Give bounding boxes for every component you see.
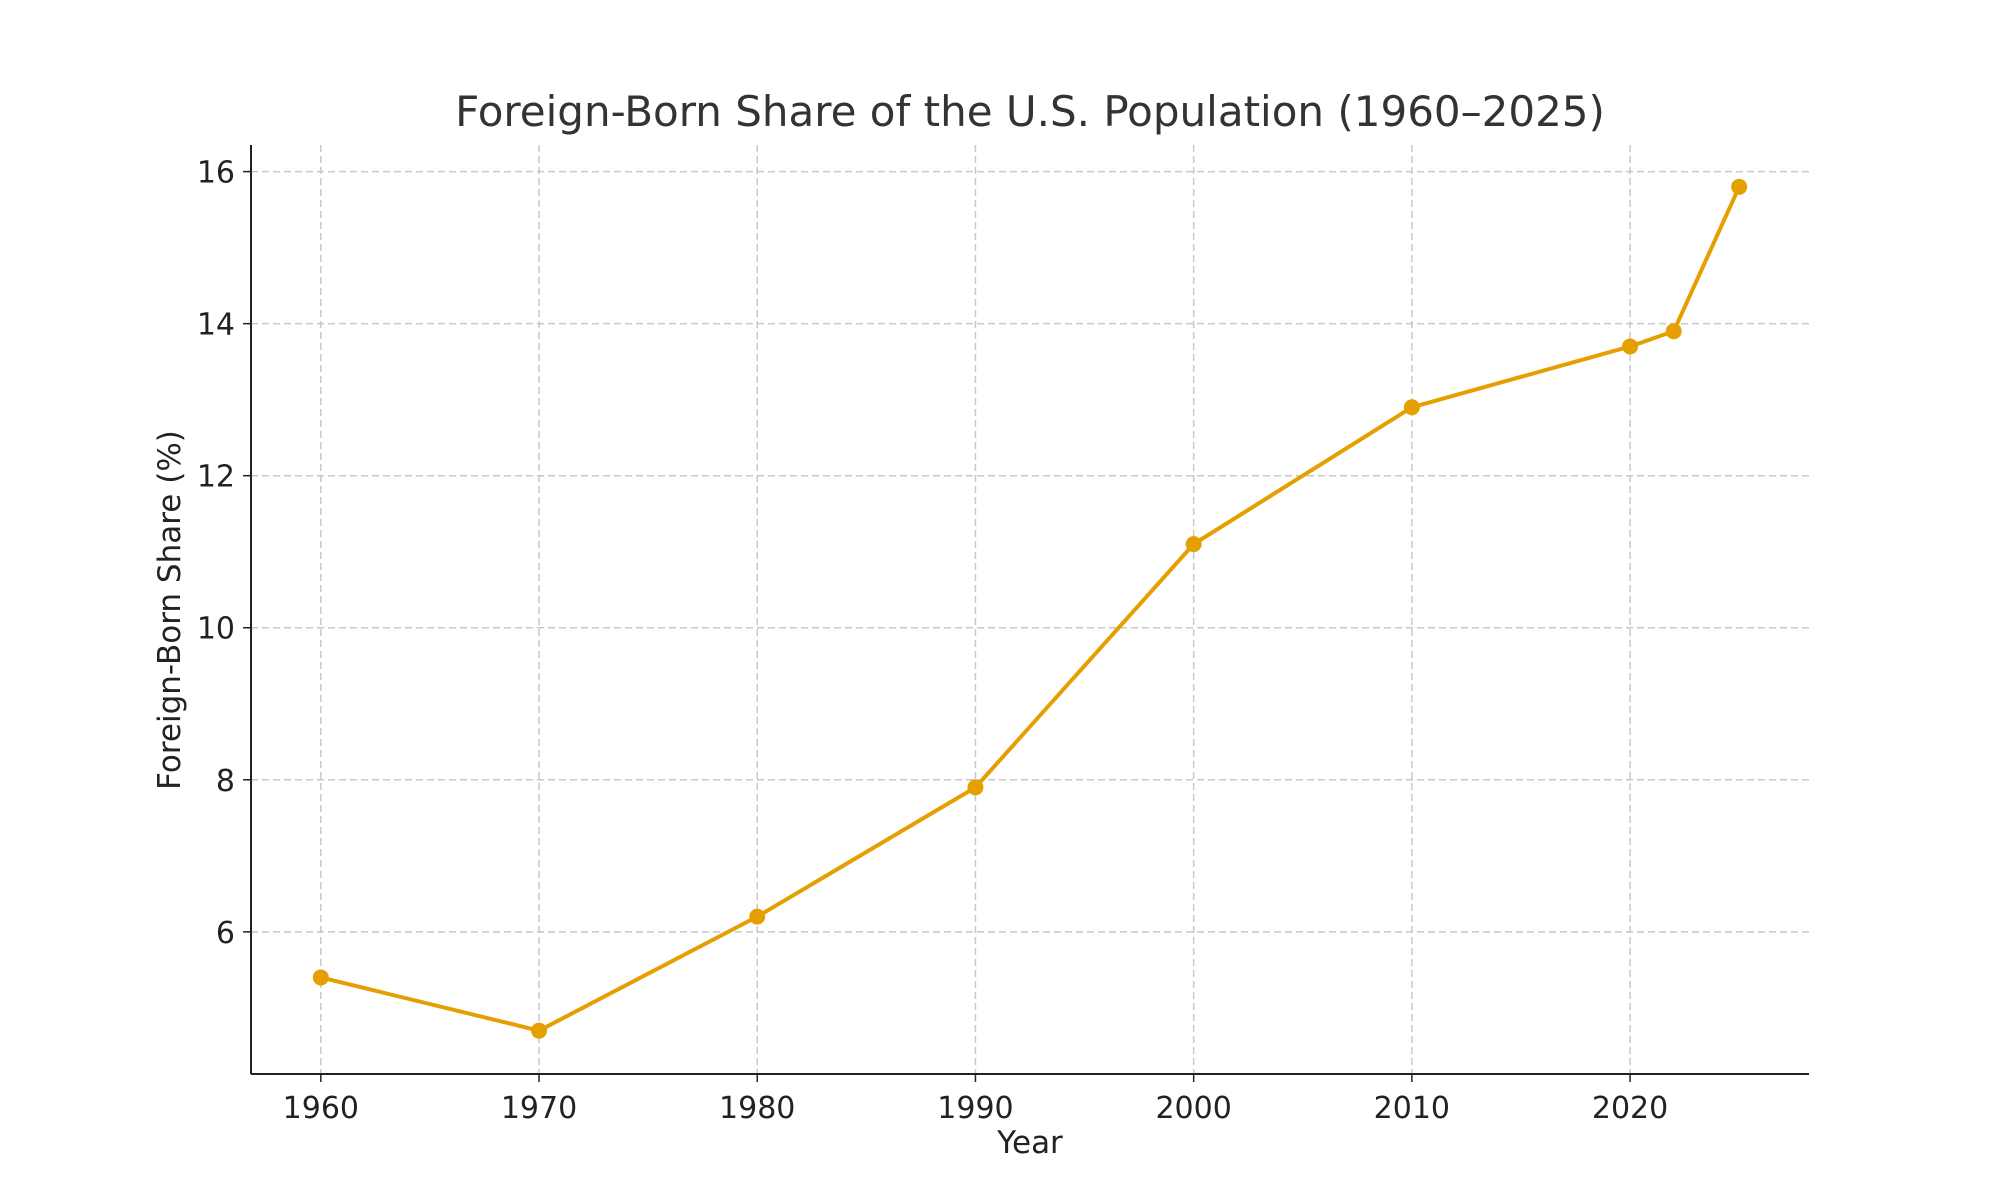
data-point	[1665, 323, 1682, 340]
y-tick-label: 12	[197, 460, 235, 495]
data-point	[312, 969, 329, 986]
data-point	[1731, 178, 1748, 195]
data-point	[749, 908, 766, 925]
x-tick-label: 1980	[719, 1091, 795, 1126]
x-axis-label: Year	[996, 1125, 1063, 1161]
x-tick-label: 1970	[501, 1091, 577, 1126]
series-line	[320, 185, 1741, 1033]
y-tick-label: 16	[197, 156, 235, 191]
data-point	[1185, 536, 1202, 553]
data-point	[967, 779, 984, 796]
x-tick-label: 2020	[1592, 1091, 1668, 1126]
data-point	[1622, 338, 1639, 355]
x-tick-label: 1990	[937, 1091, 1013, 1126]
chart-title: Foreign-Born Share of the U.S. Populatio…	[455, 87, 1605, 136]
y-tick-label: 6	[216, 916, 235, 951]
x-tick-label: 1960	[283, 1091, 359, 1126]
x-tick-label: 2000	[1155, 1091, 1231, 1126]
y-tick-label: 10	[197, 612, 235, 647]
y-tick-label: 8	[216, 764, 235, 799]
data-point	[531, 1022, 548, 1039]
y-axis-label: Foreign-Born Share (%)	[152, 430, 188, 790]
data-point	[1403, 399, 1420, 416]
x-tick-label: 2010	[1374, 1091, 1450, 1126]
y-tick-label: 14	[197, 308, 235, 343]
